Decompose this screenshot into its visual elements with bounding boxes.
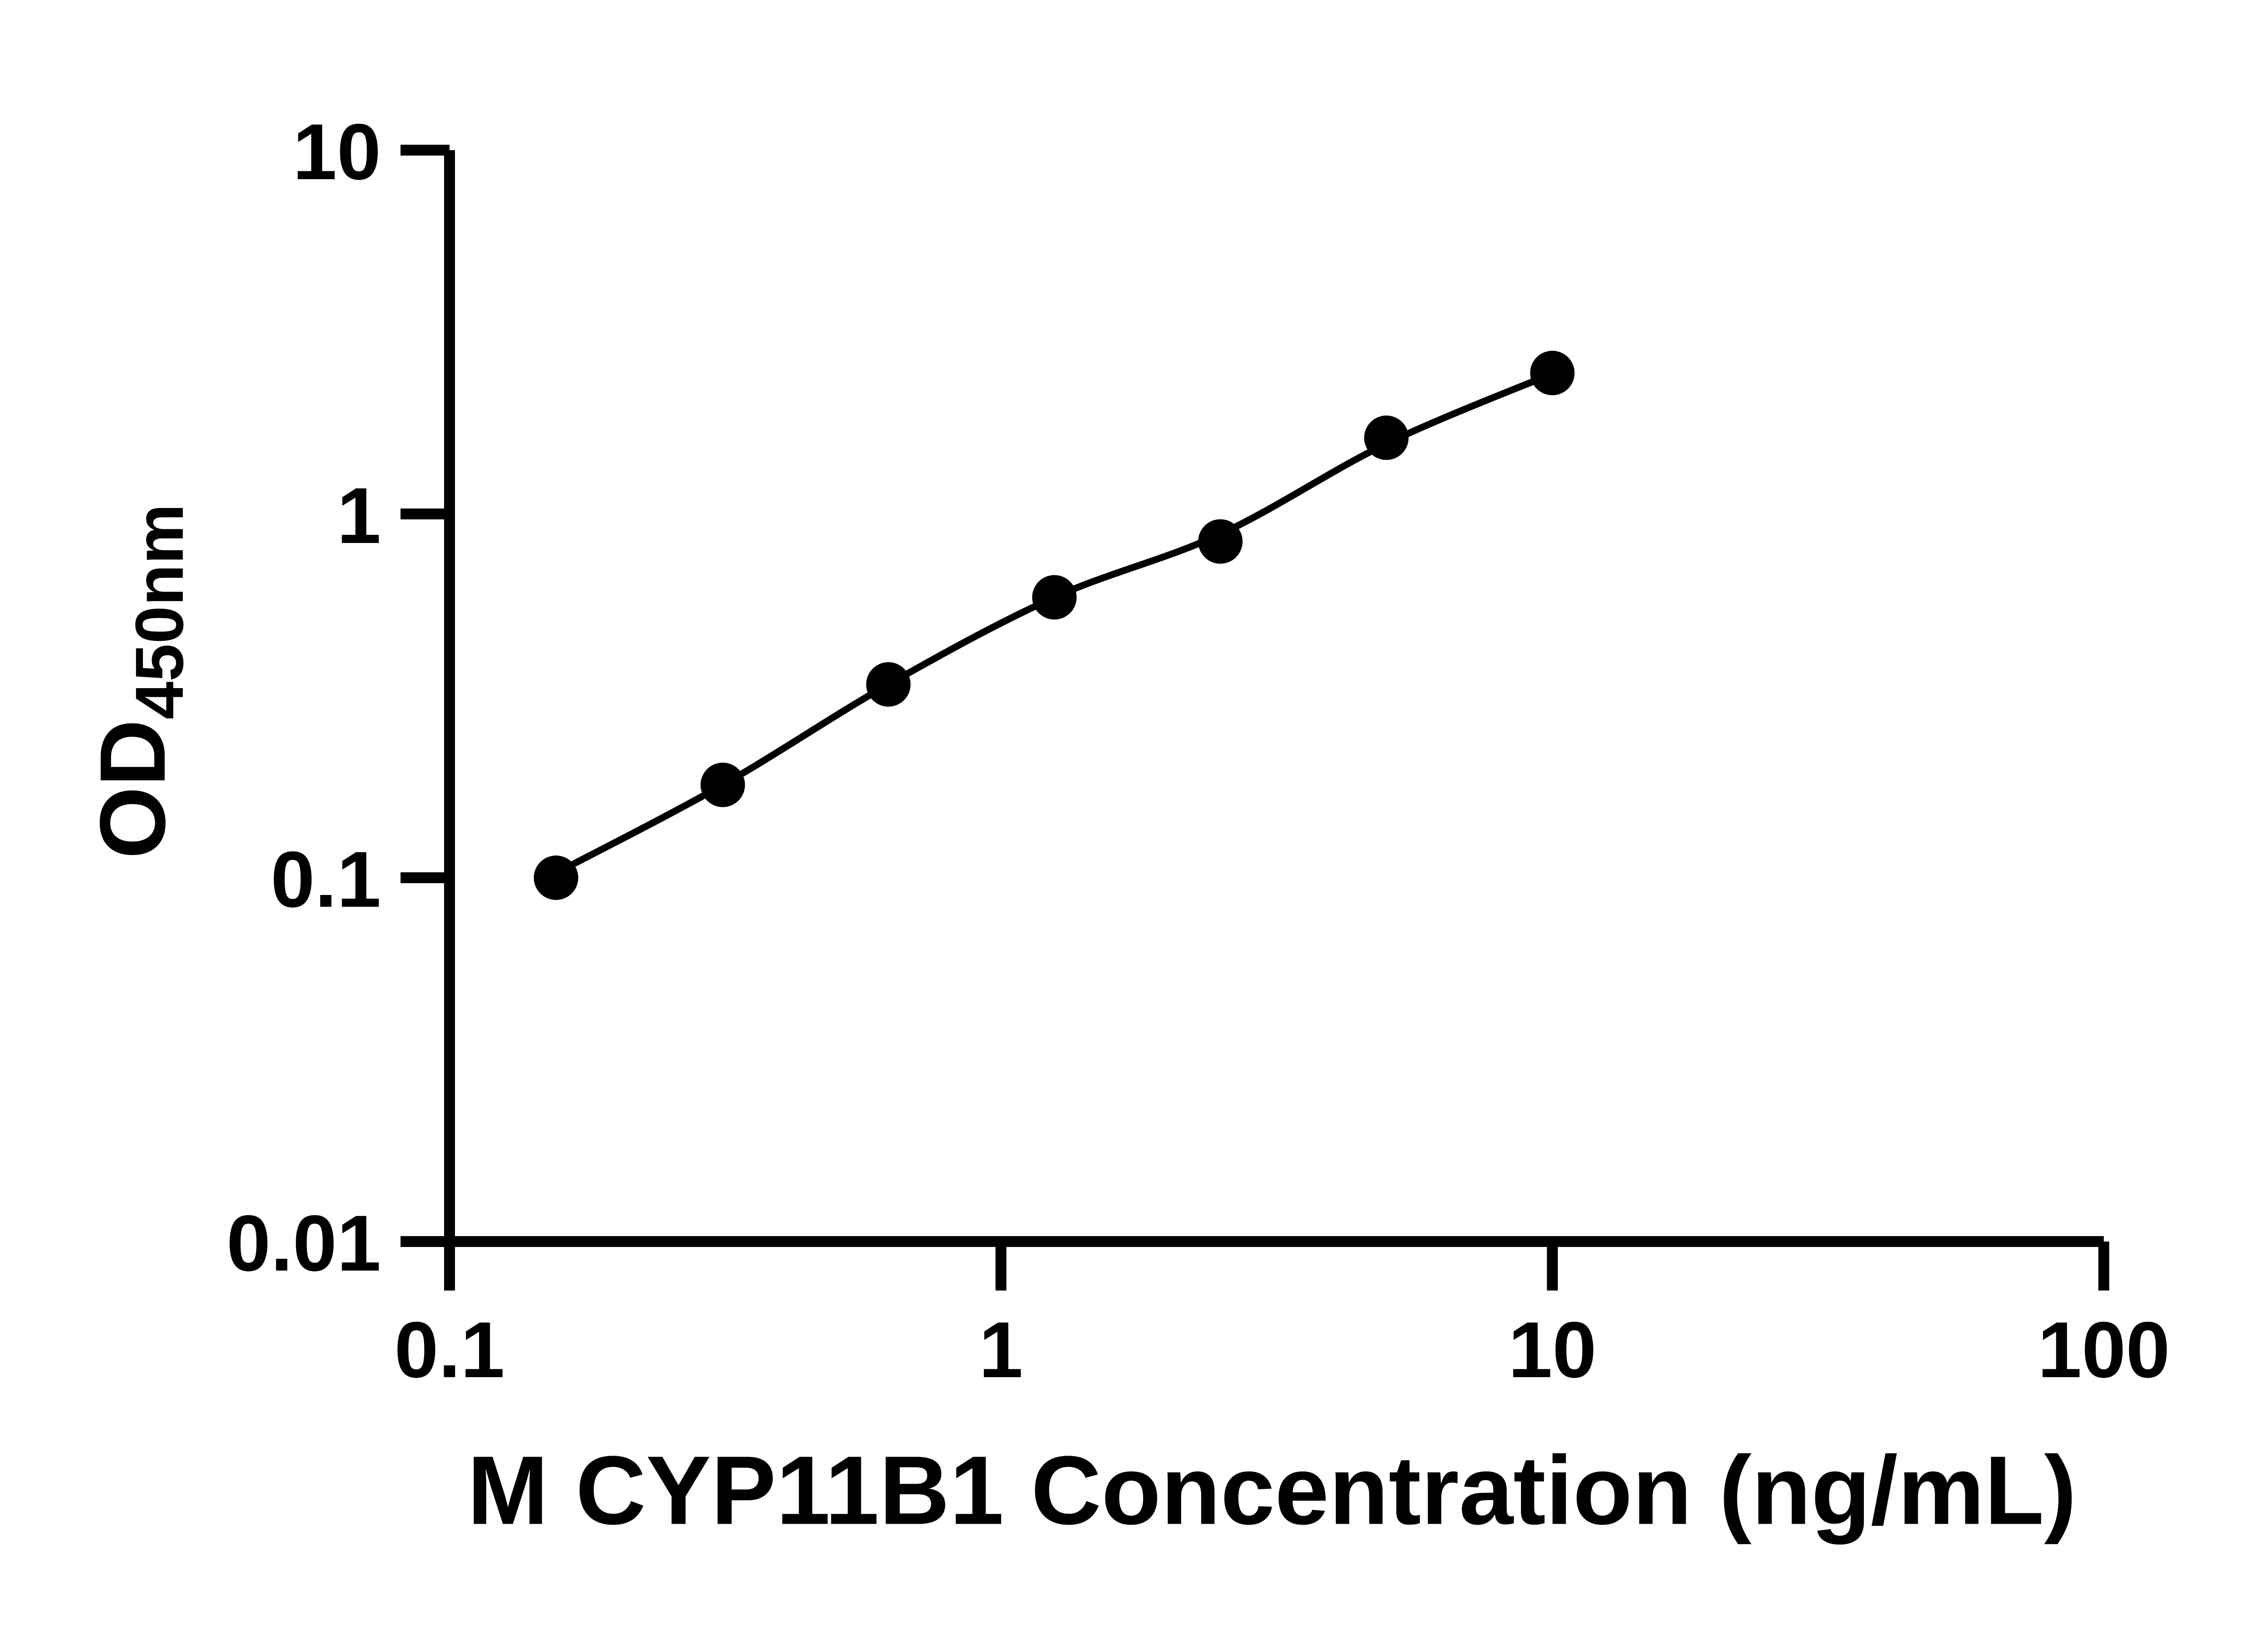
- y-axis-ticks: 0.01 0.1 1 10: [226, 108, 450, 1288]
- y-tick-label-0.01: 0.01: [226, 1199, 381, 1288]
- y-tick-label-0.1: 0.1: [271, 836, 381, 924]
- data-points: [533, 351, 1575, 900]
- x-tick-label-0.1: 0.1: [394, 1306, 504, 1394]
- y-tick-label-10: 10: [293, 108, 381, 196]
- x-tick-label-1: 1: [979, 1306, 1023, 1394]
- data-point-2: [700, 763, 745, 807]
- y-axis-title-main: OD: [81, 719, 185, 859]
- data-point-4: [1032, 575, 1077, 620]
- data-point-7: [1530, 351, 1575, 396]
- x-axis-title: M CYP11B1 Concentration (ng/mL): [467, 1435, 2077, 1545]
- data-point-6: [1364, 416, 1409, 460]
- x-axis-ticks: 0.1 1 10 100: [394, 1242, 2170, 1394]
- axes-line: [444, 150, 2104, 1247]
- x-tick-label-10: 10: [1508, 1306, 1597, 1394]
- x-tick-label-100: 100: [2038, 1306, 2170, 1394]
- y-tick-label-1: 1: [337, 472, 381, 560]
- data-point-5: [1198, 519, 1243, 564]
- data-point-1: [533, 856, 578, 900]
- data-point-3: [866, 662, 911, 707]
- y-axis-title-sub: 450nm: [121, 504, 197, 719]
- y-axis-title: OD450nm: [81, 504, 197, 859]
